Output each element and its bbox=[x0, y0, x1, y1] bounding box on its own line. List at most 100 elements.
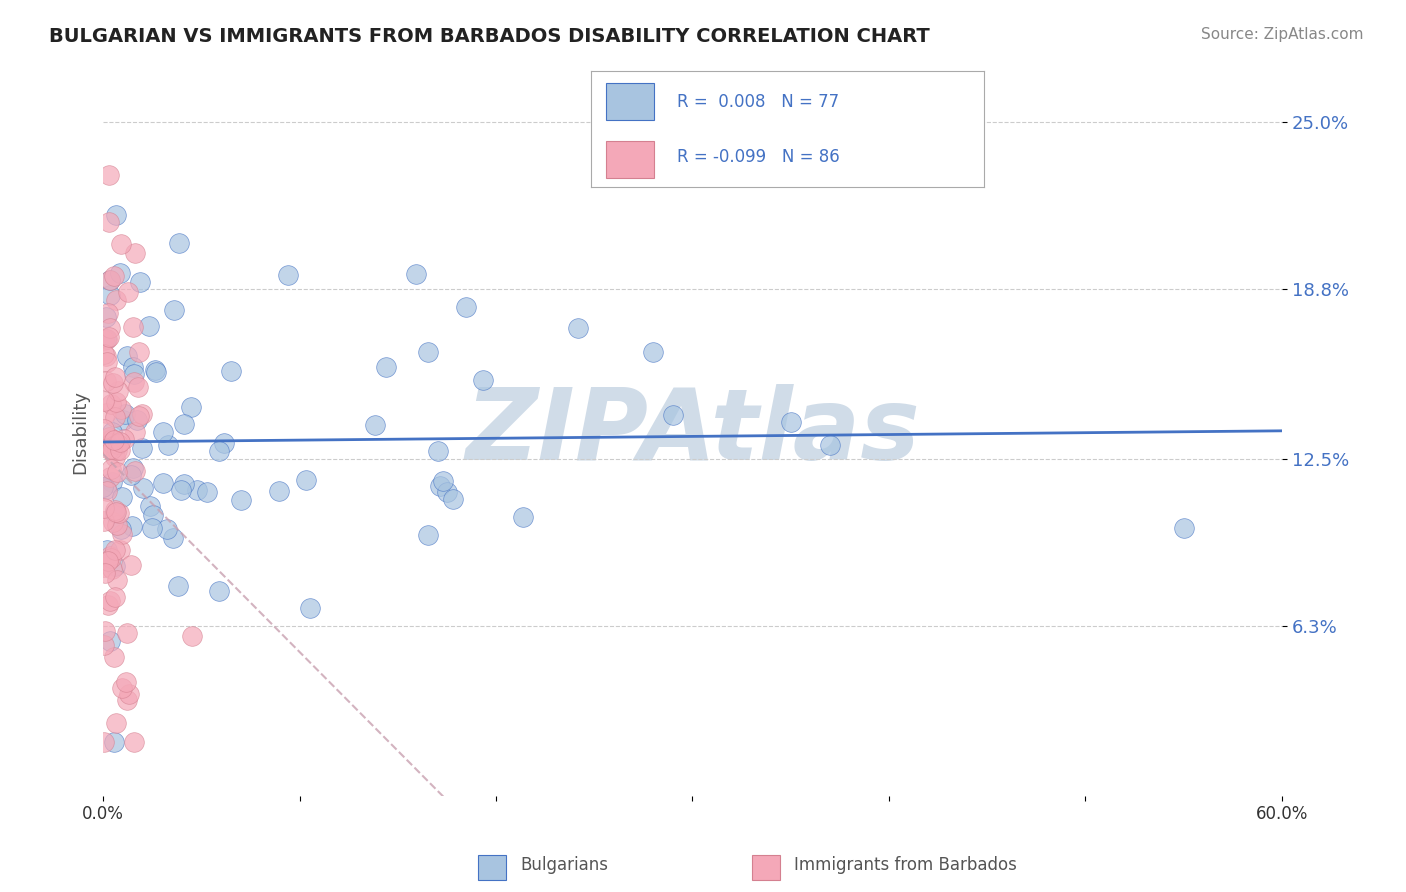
Immigrants from Barbados bbox=[120, 558, 142, 572]
Immigrants from Barbados bbox=[104, 715, 127, 730]
FancyBboxPatch shape bbox=[752, 855, 780, 880]
Bulgarians bbox=[163, 302, 186, 317]
Immigrants from Barbados bbox=[93, 347, 115, 361]
Immigrants from Barbados bbox=[104, 293, 127, 308]
Bulgarians bbox=[104, 559, 127, 574]
Bulgarians bbox=[426, 444, 449, 458]
Immigrants from Barbados bbox=[100, 432, 122, 446]
Immigrants from Barbados bbox=[93, 500, 115, 515]
Bulgarians bbox=[167, 578, 190, 592]
Bulgarians bbox=[212, 435, 235, 450]
Bulgarians bbox=[567, 321, 589, 335]
Bulgarians bbox=[779, 415, 801, 429]
Bulgarians bbox=[122, 359, 145, 374]
Immigrants from Barbados bbox=[97, 439, 120, 453]
Bulgarians bbox=[145, 365, 167, 379]
Immigrants from Barbados bbox=[118, 687, 141, 701]
Immigrants from Barbados bbox=[128, 344, 150, 359]
Bulgarians bbox=[129, 275, 152, 289]
Immigrants from Barbados bbox=[104, 503, 127, 517]
Immigrants from Barbados bbox=[101, 562, 124, 576]
Immigrants from Barbados bbox=[124, 464, 146, 478]
Immigrants from Barbados bbox=[112, 433, 135, 447]
Immigrants from Barbados bbox=[98, 470, 121, 484]
Immigrants from Barbados bbox=[105, 465, 128, 479]
Bulgarians bbox=[104, 506, 127, 520]
Immigrants from Barbados bbox=[93, 334, 115, 348]
Bulgarians bbox=[170, 483, 193, 497]
Immigrants from Barbados bbox=[93, 735, 115, 749]
Immigrants from Barbados bbox=[105, 505, 128, 519]
Immigrants from Barbados bbox=[108, 435, 131, 450]
Immigrants from Barbados bbox=[100, 550, 122, 565]
Text: ZIPAtlas: ZIPAtlas bbox=[465, 384, 920, 481]
Bulgarians bbox=[186, 483, 208, 497]
Bulgarians bbox=[98, 288, 121, 302]
Bulgarians bbox=[1173, 521, 1195, 535]
Bulgarians bbox=[96, 543, 118, 558]
Immigrants from Barbados bbox=[104, 410, 127, 425]
Bulgarians bbox=[405, 267, 427, 281]
Immigrants from Barbados bbox=[93, 514, 115, 528]
Immigrants from Barbados bbox=[96, 484, 118, 499]
Text: Bulgarians: Bulgarians bbox=[520, 856, 609, 874]
Immigrants from Barbados bbox=[103, 370, 125, 384]
Bulgarians bbox=[180, 401, 202, 415]
Bulgarians bbox=[143, 363, 166, 377]
Bulgarians bbox=[121, 519, 143, 533]
Bulgarians bbox=[110, 522, 132, 536]
Text: Immigrants from Barbados: Immigrants from Barbados bbox=[794, 856, 1018, 874]
Immigrants from Barbados bbox=[124, 735, 146, 749]
Immigrants from Barbados bbox=[93, 422, 115, 436]
Immigrants from Barbados bbox=[103, 590, 125, 604]
Text: BULGARIAN VS IMMIGRANTS FROM BARBADOS DISABILITY CORRELATION CHART: BULGARIAN VS IMMIGRANTS FROM BARBADOS DI… bbox=[49, 27, 929, 45]
Bulgarians bbox=[94, 332, 117, 346]
Immigrants from Barbados bbox=[124, 425, 146, 440]
Immigrants from Barbados bbox=[97, 306, 120, 320]
Bulgarians bbox=[429, 479, 451, 493]
Immigrants from Barbados bbox=[127, 380, 149, 394]
Immigrants from Barbados bbox=[96, 406, 118, 420]
Immigrants from Barbados bbox=[110, 443, 132, 458]
Immigrants from Barbados bbox=[181, 629, 204, 643]
Immigrants from Barbados bbox=[96, 332, 118, 346]
Bulgarians bbox=[139, 500, 162, 514]
Bulgarians bbox=[418, 528, 440, 542]
Immigrants from Barbados bbox=[98, 272, 121, 286]
Bulgarians bbox=[105, 208, 128, 222]
Immigrants from Barbados bbox=[105, 517, 128, 532]
Bulgarians bbox=[208, 583, 231, 598]
Bulgarians bbox=[138, 319, 160, 334]
Bulgarians bbox=[364, 418, 387, 433]
Bulgarians bbox=[91, 480, 114, 494]
Immigrants from Barbados bbox=[103, 649, 125, 664]
Bulgarians bbox=[98, 633, 121, 648]
Bulgarians bbox=[229, 492, 252, 507]
Immigrants from Barbados bbox=[122, 320, 145, 334]
Immigrants from Barbados bbox=[97, 442, 120, 456]
Bulgarians bbox=[152, 476, 174, 491]
Immigrants from Barbados bbox=[97, 554, 120, 568]
Bulgarians bbox=[432, 474, 454, 488]
Bulgarians bbox=[219, 364, 242, 378]
FancyBboxPatch shape bbox=[606, 141, 654, 178]
Bulgarians bbox=[173, 417, 195, 431]
Bulgarians bbox=[122, 368, 145, 382]
Bulgarians bbox=[131, 442, 153, 456]
Immigrants from Barbados bbox=[98, 593, 121, 607]
Immigrants from Barbados bbox=[94, 624, 117, 639]
Immigrants from Barbados bbox=[98, 168, 121, 182]
Bulgarians bbox=[662, 408, 685, 422]
Immigrants from Barbados bbox=[93, 566, 115, 580]
Bulgarians bbox=[94, 310, 117, 325]
Immigrants from Barbados bbox=[98, 549, 121, 563]
Immigrants from Barbados bbox=[93, 638, 115, 652]
Immigrants from Barbados bbox=[96, 355, 118, 369]
Bulgarians bbox=[157, 438, 180, 452]
Bulgarians bbox=[456, 300, 478, 314]
Immigrants from Barbados bbox=[110, 527, 132, 541]
Immigrants from Barbados bbox=[105, 442, 128, 457]
Immigrants from Barbados bbox=[107, 437, 129, 451]
Immigrants from Barbados bbox=[104, 543, 127, 558]
Immigrants from Barbados bbox=[111, 681, 134, 696]
